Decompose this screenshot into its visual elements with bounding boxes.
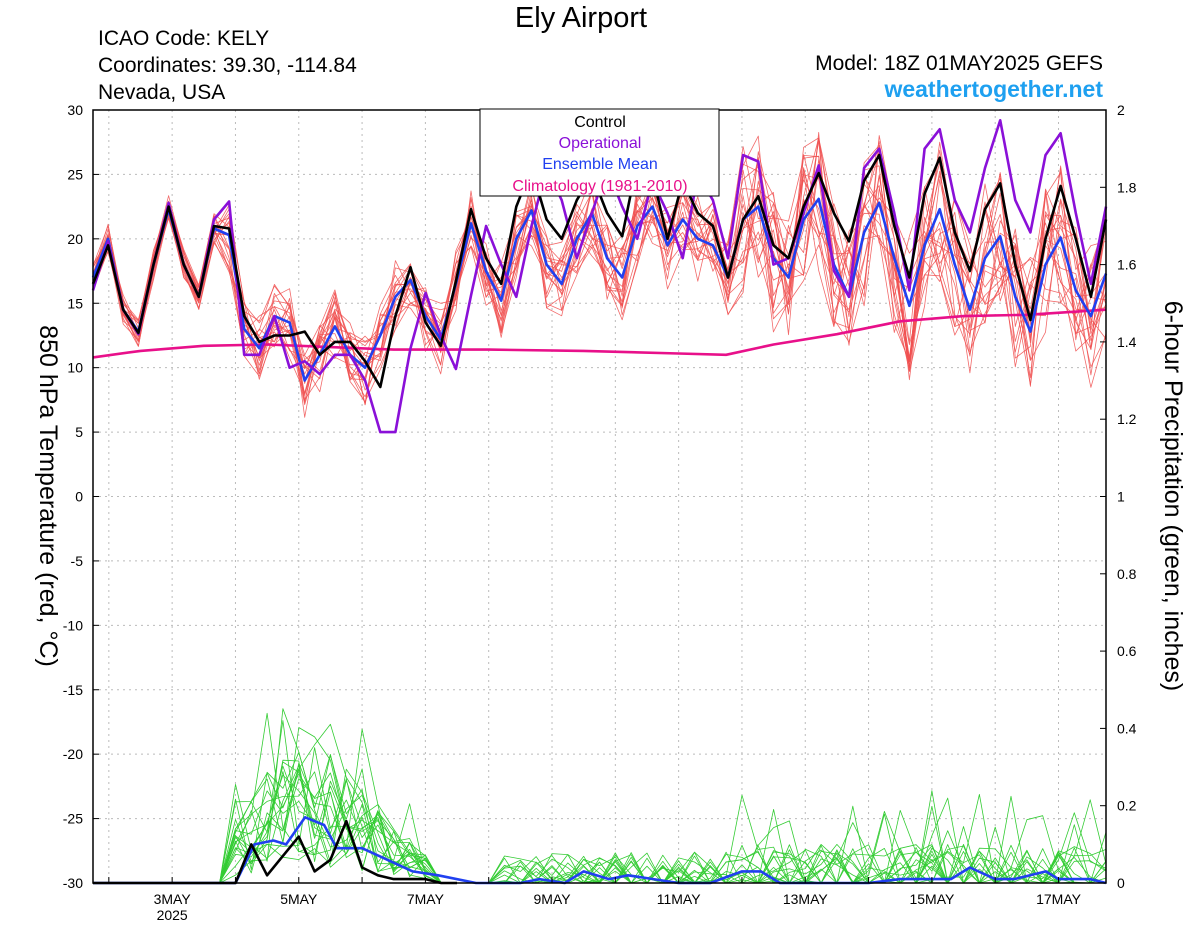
coordinates: Coordinates: 39.30, -114.84 bbox=[98, 54, 357, 77]
x-tick-label: 17MAY bbox=[1036, 891, 1082, 907]
y-tick-label-left: 5 bbox=[75, 424, 83, 440]
climatology-line bbox=[92, 308, 1107, 359]
y-tick-label-right: 0.2 bbox=[1117, 798, 1137, 814]
ensemble-member-precipitation bbox=[93, 727, 1106, 884]
x-tick-label: 5MAY bbox=[280, 891, 318, 907]
chart-title: Ely Airport bbox=[514, 2, 648, 34]
y-tick-label-left: -25 bbox=[63, 811, 83, 827]
ensemble-member-temperature bbox=[92, 140, 1107, 396]
ensemble-member-temperature bbox=[92, 166, 1107, 401]
y-tick-label-right: 0.8 bbox=[1117, 566, 1137, 582]
y-tick-label-right: 0.4 bbox=[1117, 720, 1137, 736]
y-tick-label-left: 15 bbox=[67, 295, 83, 311]
y-axis-label-right: 6-hour Precipitation (green, inches) bbox=[1159, 301, 1187, 691]
y-tick-label-left: 25 bbox=[67, 166, 83, 182]
y-tick-label-left: 10 bbox=[67, 360, 83, 376]
icao-code: ICAO Code: KELY bbox=[98, 27, 270, 50]
ensemble-member-precipitation bbox=[93, 712, 1107, 884]
y-tick-label-left: -5 bbox=[71, 553, 84, 569]
legend-box bbox=[479, 108, 720, 197]
y-tick-label-left: -15 bbox=[63, 682, 83, 698]
precip-ensemble-mean-line bbox=[93, 816, 1107, 885]
legend-climatology: Climatology (1981-2010) bbox=[512, 178, 687, 195]
region: Nevada, USA bbox=[98, 81, 226, 104]
x-tick-label: 3MAY bbox=[154, 891, 192, 907]
axes: 302520151050-5-10-15-20-25-3021.81.61.41… bbox=[63, 102, 1137, 923]
x-tick-sublabel: 2025 bbox=[157, 907, 188, 923]
ensemble-member-temperature bbox=[92, 145, 1107, 406]
y-tick-label-right: 1.8 bbox=[1117, 179, 1137, 195]
y-axis-label-left: 850 hPa Temperature (red, °C) bbox=[34, 325, 62, 667]
grid bbox=[93, 110, 1106, 883]
site-name: weathertogether.net bbox=[884, 76, 1103, 102]
ensemble-member-precipitation bbox=[93, 752, 1107, 884]
y-tick-label-left: 20 bbox=[67, 231, 83, 247]
ensemble-member-temperature bbox=[92, 140, 1107, 404]
y-tick-label-right: 1 bbox=[1117, 489, 1125, 505]
legend-ensemble-mean: Ensemble Mean bbox=[542, 156, 658, 173]
temp-ensemble-mean-line bbox=[91, 197, 1108, 382]
legend: Control Operational Ensemble Mean Climat… bbox=[479, 108, 720, 197]
y-tick-label-right: 1.2 bbox=[1117, 411, 1137, 427]
y-tick-label-right: 2 bbox=[1117, 102, 1125, 118]
y-tick-label-right: 1.6 bbox=[1117, 257, 1137, 273]
y-tick-label-right: 1.4 bbox=[1117, 334, 1137, 350]
y-tick-label-right: 0.6 bbox=[1117, 643, 1137, 659]
ensemble-member-temperature bbox=[92, 167, 1107, 418]
y-tick-label-right: 0 bbox=[1117, 875, 1125, 891]
x-tick-label: 13MAY bbox=[783, 891, 829, 907]
legend-operational: Operational bbox=[559, 135, 642, 152]
y-tick-label-left: -10 bbox=[63, 617, 83, 633]
y-tick-label-left: 30 bbox=[67, 102, 83, 118]
legend-control: Control bbox=[574, 114, 626, 131]
y-tick-label-left: -20 bbox=[63, 746, 83, 762]
x-tick-label: 7MAY bbox=[407, 891, 445, 907]
y-tick-label-left: -30 bbox=[63, 875, 83, 891]
x-tick-label: 15MAY bbox=[909, 891, 955, 907]
x-tick-label: 9MAY bbox=[533, 891, 571, 907]
ensemble-member-precipitation bbox=[93, 768, 1107, 884]
ensemble-member-lines bbox=[92, 132, 1107, 884]
x-tick-label: 11MAY bbox=[657, 891, 701, 907]
model-run: Model: 18Z 01MAY2025 GEFS bbox=[815, 52, 1103, 75]
y-tick-label-left: 0 bbox=[75, 489, 83, 505]
